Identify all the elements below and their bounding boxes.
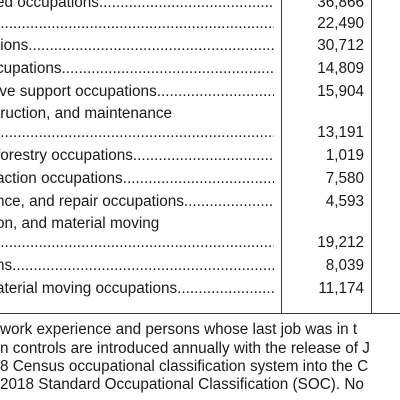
row-label: truction, and maintenance — [0, 105, 173, 122]
row-label: forestry occupations....................… — [0, 147, 274, 164]
table-row: ........................................… — [0, 233, 400, 253]
row-label: nce, and repair occupations.............… — [0, 193, 274, 210]
footnote-line: 2018 Standard Occupational Classificatio… — [0, 376, 364, 393]
table-row: ns......................................… — [0, 256, 400, 276]
footnote-line: 8 Census occupational classification sys… — [0, 358, 369, 375]
table-row: action occupations......................… — [0, 169, 400, 189]
table-row: forestry occupations....................… — [0, 146, 400, 166]
row-value: 22,490 — [317, 15, 364, 32]
table-row: aterial moving occupations..............… — [0, 279, 400, 299]
row-value: 8,039 — [325, 257, 364, 274]
row-value: 1,019 — [325, 147, 364, 164]
table-row: tions...................................… — [0, 36, 400, 56]
row-label: ........................................… — [0, 15, 274, 32]
row-label: ns......................................… — [0, 257, 274, 274]
row-value: 4,593 — [325, 193, 364, 210]
table-row: truction, and maintenance — [0, 104, 400, 124]
row-label: on, and material moving — [0, 215, 160, 232]
row-value: 36,866 — [317, 0, 364, 11]
column-divider-left — [281, 0, 282, 313]
row-label: action occupations......................… — [0, 170, 274, 187]
table-bottom-rule — [0, 313, 400, 314]
row-value: 11,174 — [318, 280, 364, 297]
row-label: tions...................................… — [0, 37, 274, 54]
row-value — [284, 104, 364, 124]
table-row: nce, and repair occupations.............… — [0, 192, 400, 212]
table-row: ed occupations..........................… — [0, 0, 400, 13]
row-value — [284, 214, 364, 234]
row-label: cupations...............................… — [0, 60, 274, 77]
footnote-line: work experience and persons whose last j… — [0, 321, 358, 338]
table-row: on, and material moving — [0, 214, 400, 234]
table-row: ive support occupations.................… — [0, 82, 400, 102]
footnote-line: n controls are introduced annually with … — [0, 340, 370, 357]
row-value: 30,712 — [317, 37, 364, 54]
row-label: ed occupations..........................… — [0, 0, 274, 11]
table-row: ........................................… — [0, 14, 400, 34]
row-value: 15,904 — [317, 83, 364, 100]
row-value: 14,809 — [317, 60, 364, 77]
table-row: ........................................… — [0, 123, 400, 143]
row-label: ........................................… — [0, 234, 274, 251]
row-value: 13,191 — [317, 124, 364, 141]
table-row: cupations...............................… — [0, 59, 400, 79]
row-value: 7,580 — [325, 170, 364, 187]
row-label: aterial moving occupations..............… — [0, 280, 274, 297]
row-value: 19,212 — [317, 234, 364, 251]
column-divider-right — [371, 0, 372, 313]
row-label: ........................................… — [0, 124, 274, 141]
row-label: ive support occupations.................… — [0, 83, 274, 100]
